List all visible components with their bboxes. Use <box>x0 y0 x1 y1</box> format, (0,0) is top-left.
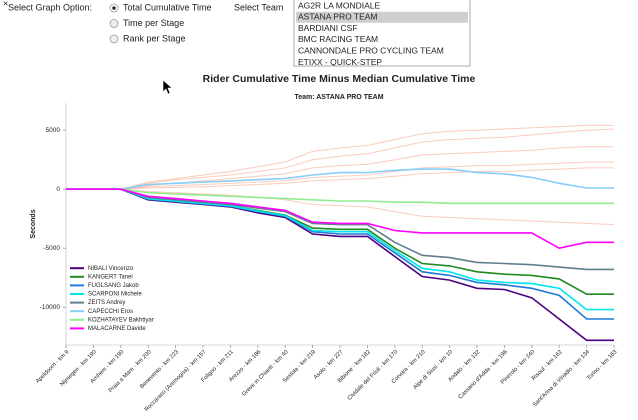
team-list: AG2R LA MONDIALE ASTANA PRO TEAMBARDIANI … <box>296 0 468 67</box>
y-tick-label: -10000 <box>40 304 61 311</box>
y-tick-label: 5000 <box>46 127 61 134</box>
radio-button[interactable] <box>109 19 119 28</box>
legend-label: CAPECCHI Eros <box>88 309 133 315</box>
chart-subtitle: Team: ASTANA PRO TEAM <box>294 94 383 101</box>
x-tick-label: Greve in Chianti - km 40 <box>241 349 289 397</box>
x-tick-label: Sant'Anna di Vinadio - km 134 <box>532 349 592 409</box>
rider-line <box>66 188 614 311</box>
x-tick-label: Cividale del Friuli - km 170 <box>347 349 400 402</box>
team-option[interactable]: BMC RACING TEAM <box>298 34 378 44</box>
rider-line <box>66 168 614 190</box>
team-option[interactable]: CANNONDALE PRO CYCLING TEAM <box>298 45 444 55</box>
radio-label[interactable]: Rank per Stage <box>123 33 186 43</box>
radio-label[interactable]: Total Cumulative Time <box>123 2 212 12</box>
background-rider-line <box>66 128 615 190</box>
radio-dot <box>112 6 116 10</box>
y-tick-label: -5000 <box>43 245 60 252</box>
background-rider-line <box>66 188 615 226</box>
team-listbox[interactable] <box>293 0 471 67</box>
radio-label[interactable]: Time per Stage <box>123 18 184 28</box>
rider-line <box>66 188 614 320</box>
team-option[interactable]: ASTANA PRO TEAM <box>298 12 378 22</box>
rider-line <box>66 188 614 295</box>
legend-label: ZEITS Andrey <box>88 300 125 306</box>
rider-line <box>66 188 614 205</box>
team-option[interactable]: ETIXX - QUICK-STEP <box>298 57 382 67</box>
x-tick-label: Torino - km 163 <box>586 349 618 381</box>
legend-label: KOZHATAYEV Bakhtiyar <box>88 317 154 323</box>
legend-label: FUGLSANG Jakob <box>88 283 139 289</box>
y-axis-label: Seconds <box>30 209 37 238</box>
close-icon[interactable]: × <box>3 0 8 8</box>
background-rider-line <box>66 161 614 190</box>
x-tick-label: Roccaraso (Aremogna) - km 157 <box>144 349 208 413</box>
legend-label: SCARPONI Michele <box>88 292 142 298</box>
radio-button[interactable] <box>109 34 119 44</box>
legend-label: MALACARNE Davide <box>88 326 146 332</box>
rider-line <box>66 188 614 271</box>
legend-label: KANGERT Tanel <box>88 274 133 280</box>
y-tick-label: 0 <box>56 186 60 193</box>
rider-line <box>66 188 614 250</box>
chart: Rider Cumulative Time Minus Median Cumul… <box>30 73 619 413</box>
selected-highlight <box>296 11 468 23</box>
team-option[interactable]: AG2R LA MONDIALE <box>298 0 381 10</box>
mouse-cursor <box>162 79 173 95</box>
team-option[interactable]: BARDIANI CSF <box>298 23 358 33</box>
graph-option-label: Select Graph Option: <box>8 2 92 12</box>
chart-title: Rider Cumulative Time Minus Median Cumul… <box>203 73 476 85</box>
x-tick-label: Cassano d'Adda - km 196 <box>458 349 509 400</box>
legend-label: NIBALI Vincenzo <box>88 266 134 272</box>
background-rider-line <box>66 124 614 190</box>
background-rider-line <box>66 167 614 190</box>
team-label: Select Team <box>234 2 283 12</box>
